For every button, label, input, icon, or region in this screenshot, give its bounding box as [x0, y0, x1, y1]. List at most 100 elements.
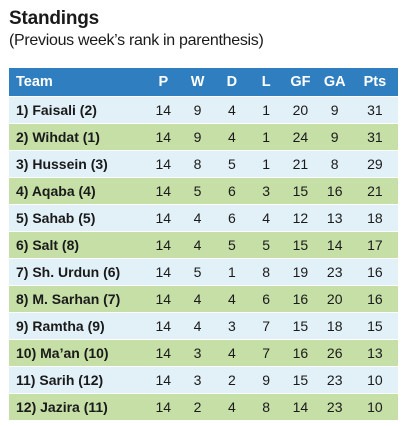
- lost-cell: 1: [249, 96, 284, 124]
- played-cell: 14: [146, 339, 181, 367]
- played-cell: 14: [146, 123, 181, 151]
- points-cell: 29: [351, 150, 398, 178]
- goals-against-cell: 20: [317, 285, 352, 313]
- team-name-cell: 8) M. Sarhan (7): [9, 285, 147, 313]
- points-cell: 21: [351, 177, 398, 205]
- drawn-cell: 4: [214, 96, 249, 124]
- table-row: 2) Wihdat (1) 14 9 4 1 24 9 31: [9, 123, 398, 151]
- lost-cell: 1: [249, 150, 284, 178]
- drawn-cell: 5: [214, 231, 249, 259]
- played-cell: 14: [146, 177, 181, 205]
- points-cell: 16: [351, 258, 398, 286]
- points-cell: 15: [351, 312, 398, 340]
- won-cell: 4: [180, 231, 215, 259]
- points-cell: 10: [351, 393, 398, 420]
- standings-body: 1) Faisali (2) 14 9 4 1 20 9 31 2) Wihdat (1) 14 9…: [9, 96, 398, 420]
- header-goals-against: GA: [317, 68, 352, 97]
- goals-for-cell: 15: [283, 231, 318, 259]
- header-points: Pts: [351, 68, 398, 97]
- played-cell: 14: [146, 258, 181, 286]
- table-row: 9) Ramtha (9) 14 4 3 7 15 18 15: [9, 312, 398, 340]
- team-name-cell: 6) Salt (8): [9, 231, 147, 259]
- drawn-cell: 4: [214, 285, 249, 313]
- goals-against-cell: 23: [317, 393, 352, 420]
- won-cell: 3: [180, 339, 215, 367]
- goals-against-cell: 16: [317, 177, 352, 205]
- points-cell: 31: [351, 96, 398, 124]
- header-drawn: D: [214, 68, 249, 97]
- table-row: 8) M. Sarhan (7) 14 4 4 6 16 20 16: [9, 285, 398, 313]
- goals-against-cell: 26: [317, 339, 352, 367]
- won-cell: 4: [180, 285, 215, 313]
- page-subtitle: (Previous week’s rank in parenthesis): [9, 32, 264, 49]
- played-cell: 14: [146, 393, 181, 420]
- team-name-cell: 9) Ramtha (9): [9, 312, 147, 340]
- won-cell: 5: [180, 177, 215, 205]
- played-cell: 14: [146, 96, 181, 124]
- goals-against-cell: 18: [317, 312, 352, 340]
- team-name-cell: 11) Sarih (12): [9, 366, 147, 394]
- drawn-cell: 4: [214, 339, 249, 367]
- lost-cell: 7: [249, 312, 284, 340]
- table-row: 5) Sahab (5) 14 4 6 4 12 13 18: [9, 204, 398, 232]
- table-row: 12) Jazira (11) 14 2 4 8 14 23 10: [9, 393, 398, 420]
- drawn-cell: 4: [214, 393, 249, 420]
- played-cell: 14: [146, 285, 181, 313]
- drawn-cell: 2: [214, 366, 249, 394]
- points-cell: 18: [351, 204, 398, 232]
- lost-cell: 1: [249, 123, 284, 151]
- goals-for-cell: 16: [283, 339, 318, 367]
- table-row: 7) Sh. Urdun (6) 14 5 1 8 19 23 16: [9, 258, 398, 286]
- points-cell: 10: [351, 366, 398, 394]
- won-cell: 2: [180, 393, 215, 420]
- goals-for-cell: 20: [283, 96, 318, 124]
- won-cell: 5: [180, 258, 215, 286]
- header-lost: L: [249, 68, 284, 97]
- team-name-cell: 3) Hussein (3): [9, 150, 147, 178]
- won-cell: 9: [180, 123, 215, 151]
- goals-for-cell: 12: [283, 204, 318, 232]
- played-cell: 14: [146, 150, 181, 178]
- team-name-cell: 1) Faisali (2): [9, 96, 147, 124]
- lost-cell: 8: [249, 258, 284, 286]
- header-team: Team: [9, 68, 147, 97]
- goals-against-cell: 14: [317, 231, 352, 259]
- drawn-cell: 3: [214, 312, 249, 340]
- lost-cell: 3: [249, 177, 284, 205]
- points-cell: 16: [351, 285, 398, 313]
- lost-cell: 7: [249, 339, 284, 367]
- lost-cell: 4: [249, 204, 284, 232]
- goals-for-cell: 15: [283, 366, 318, 394]
- drawn-cell: 5: [214, 150, 249, 178]
- played-cell: 14: [146, 366, 181, 394]
- team-name-cell: 10) Ma’an (10): [9, 339, 147, 367]
- goals-for-cell: 16: [283, 285, 318, 313]
- team-name-cell: 7) Sh. Urdun (6): [9, 258, 147, 286]
- lost-cell: 6: [249, 285, 284, 313]
- table-row: 1) Faisali (2) 14 9 4 1 20 9 31: [9, 96, 398, 124]
- played-cell: 14: [146, 204, 181, 232]
- page-title: Standings: [9, 8, 100, 29]
- points-cell: 31: [351, 123, 398, 151]
- table-row: 3) Hussein (3) 14 8 5 1 21 8 29: [9, 150, 398, 178]
- goals-against-cell: 9: [317, 123, 352, 151]
- goals-for-cell: 15: [283, 177, 318, 205]
- goals-for-cell: 19: [283, 258, 318, 286]
- points-cell: 13: [351, 339, 398, 367]
- drawn-cell: 6: [214, 177, 249, 205]
- points-cell: 17: [351, 231, 398, 259]
- goals-against-cell: 23: [317, 258, 352, 286]
- goals-against-cell: 23: [317, 366, 352, 394]
- goals-for-cell: 24: [283, 123, 318, 151]
- goals-for-cell: 21: [283, 150, 318, 178]
- won-cell: 3: [180, 366, 215, 394]
- won-cell: 9: [180, 96, 215, 124]
- table-row: 10) Ma’an (10) 14 3 4 7 16 26 13: [9, 339, 398, 367]
- table-row: 4) Aqaba (4) 14 5 6 3 15 16 21: [9, 177, 398, 205]
- table-header-row: Team P W D L GF GA Pts: [9, 68, 398, 97]
- goals-for-cell: 14: [283, 393, 318, 420]
- played-cell: 14: [146, 312, 181, 340]
- goals-against-cell: 13: [317, 204, 352, 232]
- standings-table: Team P W D L GF GA Pts 1) Faisali (2) 14 9…: [9, 68, 398, 420]
- won-cell: 4: [180, 204, 215, 232]
